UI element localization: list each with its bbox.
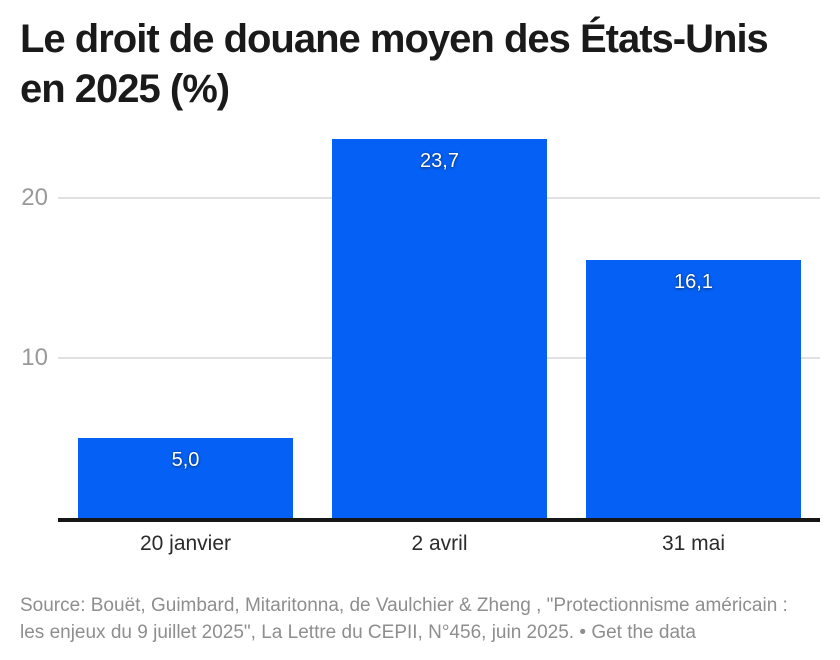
bar-value-label: 16,1 <box>674 271 713 294</box>
y-tick-label: 10 <box>21 344 48 371</box>
bar-20-janvier[interactable]: 5,0 <box>78 438 293 518</box>
x-axis-line <box>58 518 820 522</box>
bar-2-avril[interactable]: 23,7 <box>332 138 547 518</box>
chart-title: Le droit de douane moyen des États-Unis … <box>20 17 769 111</box>
bar-31-mai[interactable]: 16,1 <box>586 260 801 518</box>
bar-value-label: 23,7 <box>420 149 459 172</box>
footer: Source: Bouët, Guimbard, Mitaritonna, de… <box>20 592 812 646</box>
source-note: Source: Bouët, Guimbard, Mitaritonna, de… <box>20 595 788 643</box>
y-tick-label: 20 <box>21 184 48 211</box>
x-tick-label: 20 janvier <box>139 532 232 555</box>
get-data-link[interactable]: Get the data <box>591 622 696 643</box>
bar-value-label: 5,0 <box>171 449 200 471</box>
x-tick-label: 31 mai <box>661 532 726 555</box>
x-tick-label: 2 avril <box>411 532 468 555</box>
plot-area: 10 20 5,0 23,7 16,1 20 janvier 2 avril 31 mai <box>0 130 840 555</box>
